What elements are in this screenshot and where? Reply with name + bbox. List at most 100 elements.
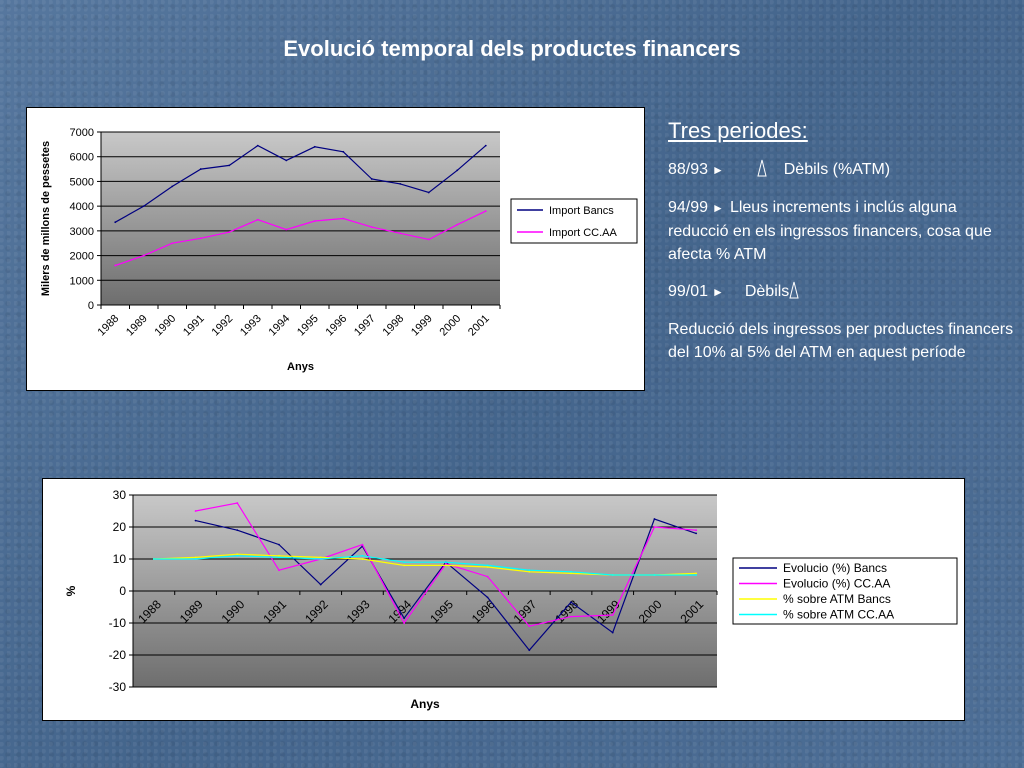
legend-label: Import CC.AA (549, 227, 618, 239)
data-point (484, 144, 487, 147)
data-point (278, 569, 280, 572)
data-point (278, 556, 280, 559)
x-axis-label: Anys (410, 697, 440, 711)
arrow-icon: ► (712, 201, 724, 215)
data-point (152, 558, 155, 560)
y-tick-label: 30 (113, 488, 127, 502)
data-point (528, 649, 531, 652)
x-tick-label: 1988 (96, 313, 122, 339)
series-line (115, 144, 487, 223)
data-point (228, 164, 231, 167)
data-point (236, 554, 239, 557)
y-tick-label: 5000 (70, 176, 94, 188)
period-2-label: 94/99 (668, 199, 709, 216)
x-tick-label: 1997 (352, 313, 378, 339)
data-point (399, 232, 402, 235)
x-tick-label: 1990 (153, 313, 179, 339)
data-point (695, 532, 698, 535)
slide-title: Evolució temporal dels productes finance… (283, 36, 741, 61)
data-point (228, 231, 231, 233)
period-1-text: Dèbils (%ATM) (783, 161, 891, 178)
data-point (444, 561, 447, 564)
data-point (142, 205, 145, 208)
data-point (653, 518, 656, 520)
y-tick-label: 20 (113, 520, 127, 534)
x-tick-label: 1995 (295, 313, 321, 339)
data-point (570, 570, 572, 573)
data-point (653, 574, 656, 576)
periods-heading: Tres periodes: (668, 118, 808, 143)
data-point (236, 502, 239, 504)
data-point (313, 145, 316, 148)
data-point (456, 223, 459, 226)
data-point (695, 572, 698, 575)
x-tick-label: 2001 (466, 313, 492, 339)
data-point (319, 558, 322, 560)
data-point (695, 574, 698, 576)
legend-box (732, 557, 958, 625)
x-tick-label: 1989 (124, 313, 150, 339)
data-point (570, 601, 572, 604)
y-tick-label: 0 (88, 300, 94, 312)
data-point (403, 564, 406, 567)
y-tick-label: 4000 (70, 201, 94, 213)
x-tick-label: 1996 (324, 313, 350, 339)
data-point (342, 217, 345, 220)
data-point (194, 519, 197, 522)
x-tick-label: 1992 (210, 313, 236, 339)
data-point (285, 159, 288, 162)
data-point (427, 238, 430, 241)
x-tick-label: 1998 (381, 313, 407, 339)
y-tick-label: 6000 (70, 152, 94, 164)
data-point (444, 562, 447, 565)
x-tick-label: 2000 (438, 313, 464, 339)
data-point (114, 221, 117, 224)
legend-label: Import Bancs (549, 205, 614, 217)
legend-label: Evolucio (%) CC.AA (783, 577, 890, 591)
data-point (370, 226, 373, 229)
legend-label: % sobre ATM CC.AA (783, 608, 894, 622)
x-tick-label: 1993 (238, 313, 264, 339)
data-point (285, 228, 288, 231)
data-point (611, 631, 614, 634)
period-1: 88/93 ► Dèbils (%ATM) (668, 158, 1018, 182)
data-point (194, 510, 197, 512)
data-point (194, 556, 197, 559)
data-point (278, 554, 280, 557)
data-point (403, 617, 406, 620)
triangle-up-icon (757, 159, 767, 177)
plot-area (101, 132, 500, 305)
data-point (194, 558, 197, 560)
data-point (319, 556, 322, 559)
data-point (486, 575, 489, 578)
data-point (236, 529, 239, 532)
data-point (695, 529, 698, 532)
data-point (361, 554, 364, 557)
data-point (570, 572, 572, 575)
data-point (313, 220, 316, 222)
series-line (153, 555, 697, 576)
data-point (370, 178, 373, 180)
legend-box (510, 198, 638, 244)
y-tick-label: 10 (113, 552, 127, 566)
side-text: Tres periodes: 88/93 ► Dèbils (%ATM) 94/9… (668, 118, 1018, 378)
data-point (361, 558, 364, 560)
data-point (486, 596, 489, 599)
data-point (653, 526, 656, 528)
data-point (199, 168, 202, 170)
period-summary: Reducció dels ingressos per productes fi… (668, 321, 1014, 361)
x-tick-label: 1994 (267, 313, 293, 339)
data-point (528, 625, 531, 628)
data-point (570, 615, 572, 618)
period-2-text: Lleus increments i inclús alguna reducci… (668, 199, 992, 263)
y-tick-label: 2000 (70, 251, 94, 263)
period-1-label: 88/93 (668, 161, 709, 178)
y-tick-label: 7000 (70, 127, 94, 139)
data-point (278, 543, 280, 546)
y-tick-label: -10 (109, 616, 127, 630)
arrow-icon: ► (712, 285, 724, 299)
x-tick-label: 1999 (409, 313, 435, 339)
data-point (236, 553, 239, 556)
